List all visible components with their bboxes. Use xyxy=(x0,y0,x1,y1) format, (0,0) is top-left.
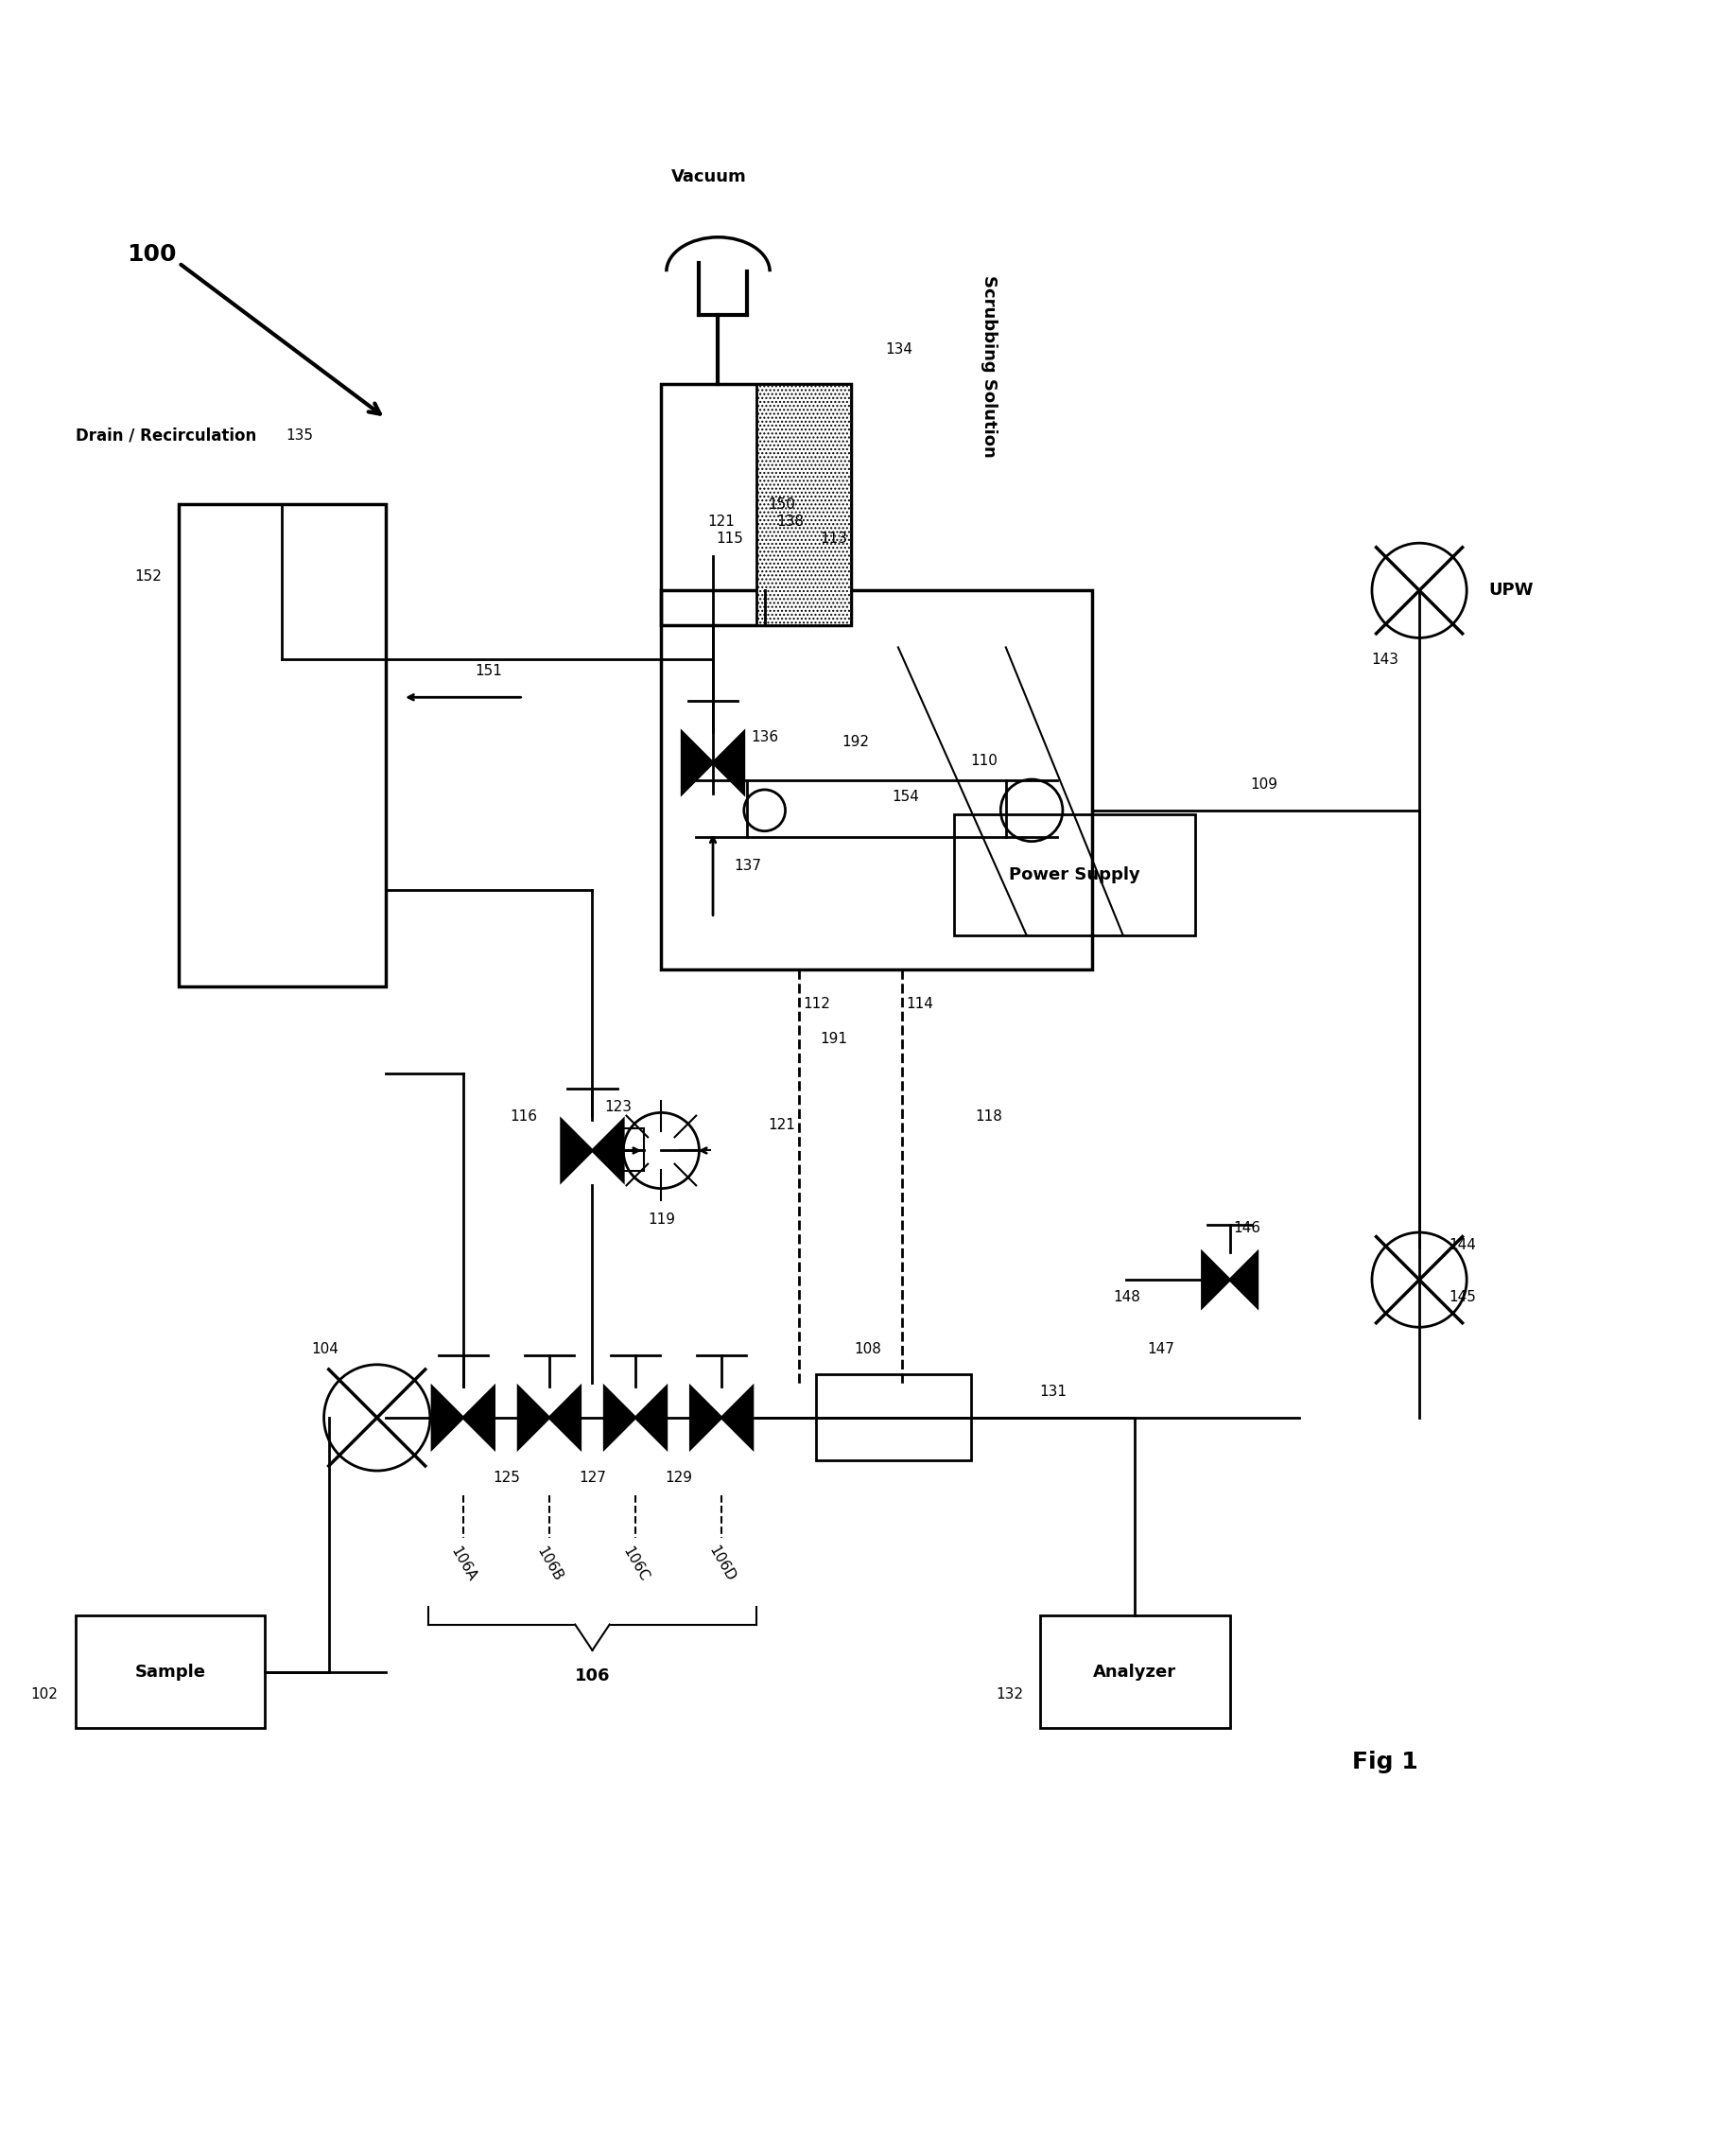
Polygon shape xyxy=(549,1386,580,1449)
Text: 154: 154 xyxy=(892,790,920,805)
Text: 113: 113 xyxy=(819,532,847,545)
Text: 106D: 106D xyxy=(707,1543,738,1584)
Text: 138: 138 xyxy=(776,515,804,528)
Text: 131: 131 xyxy=(1040,1384,1068,1399)
Text: Scrubbing Solution: Scrubbing Solution xyxy=(981,275,996,457)
Text: 106A: 106A xyxy=(448,1545,479,1584)
Text: 146: 146 xyxy=(1233,1221,1260,1236)
Text: 147: 147 xyxy=(1147,1341,1175,1356)
Text: 125: 125 xyxy=(493,1470,519,1485)
Text: 115: 115 xyxy=(717,532,743,545)
Text: Sample: Sample xyxy=(135,1663,205,1680)
Text: 109: 109 xyxy=(1250,777,1278,792)
Text: Fig 1: Fig 1 xyxy=(1352,1751,1418,1775)
Text: 123: 123 xyxy=(604,1101,632,1114)
Text: 145: 145 xyxy=(1450,1290,1476,1305)
Text: 100: 100 xyxy=(127,242,177,266)
Polygon shape xyxy=(1203,1253,1229,1307)
Text: 148: 148 xyxy=(1113,1290,1141,1305)
Bar xyxy=(816,1376,972,1461)
Text: 116: 116 xyxy=(510,1109,536,1122)
Text: 121: 121 xyxy=(769,1118,795,1131)
Polygon shape xyxy=(691,1386,722,1449)
Polygon shape xyxy=(561,1120,592,1182)
Text: 104: 104 xyxy=(312,1341,339,1356)
Polygon shape xyxy=(722,1386,753,1449)
Bar xyxy=(618,1129,644,1172)
Polygon shape xyxy=(432,1386,464,1449)
Text: 137: 137 xyxy=(734,858,760,873)
Text: 144: 144 xyxy=(1450,1238,1476,1253)
Text: 136: 136 xyxy=(752,730,778,745)
Text: UPW: UPW xyxy=(1488,582,1533,599)
Text: 106C: 106C xyxy=(620,1545,651,1584)
Bar xyxy=(755,384,851,624)
Text: 191: 191 xyxy=(819,1032,847,1045)
Text: Drain / Recirculation: Drain / Recirculation xyxy=(75,427,257,444)
Text: Power Supply: Power Supply xyxy=(1009,867,1141,884)
Text: 127: 127 xyxy=(578,1470,606,1485)
Text: 129: 129 xyxy=(665,1470,693,1485)
Text: 134: 134 xyxy=(885,341,913,356)
Text: 119: 119 xyxy=(648,1212,675,1228)
Polygon shape xyxy=(713,732,745,794)
Text: 121: 121 xyxy=(708,515,736,528)
Text: 106B: 106B xyxy=(533,1545,564,1584)
Text: 102: 102 xyxy=(31,1687,59,1702)
Text: 192: 192 xyxy=(842,736,868,749)
Text: 106: 106 xyxy=(575,1667,609,1685)
Text: 114: 114 xyxy=(906,998,934,1011)
Text: 143: 143 xyxy=(1371,652,1399,667)
Polygon shape xyxy=(1229,1253,1257,1307)
Text: 132: 132 xyxy=(996,1687,1023,1702)
Text: 151: 151 xyxy=(476,665,503,678)
Text: 112: 112 xyxy=(802,998,830,1011)
Text: 108: 108 xyxy=(854,1341,882,1356)
Polygon shape xyxy=(519,1386,549,1449)
Polygon shape xyxy=(592,1120,623,1182)
Text: 152: 152 xyxy=(134,569,161,584)
Bar xyxy=(179,504,385,987)
Bar xyxy=(1040,1616,1229,1728)
Bar xyxy=(661,590,1092,970)
Bar xyxy=(661,384,851,624)
Text: Vacuum: Vacuum xyxy=(670,167,746,185)
Bar xyxy=(955,815,1196,936)
Text: 135: 135 xyxy=(286,429,312,442)
Bar xyxy=(75,1616,266,1728)
Text: 110: 110 xyxy=(970,753,998,768)
Text: 118: 118 xyxy=(976,1109,1002,1122)
Polygon shape xyxy=(604,1386,635,1449)
Polygon shape xyxy=(635,1386,667,1449)
Polygon shape xyxy=(464,1386,495,1449)
Text: Analyzer: Analyzer xyxy=(1094,1663,1177,1680)
Text: 150: 150 xyxy=(769,498,795,511)
Polygon shape xyxy=(682,732,713,794)
